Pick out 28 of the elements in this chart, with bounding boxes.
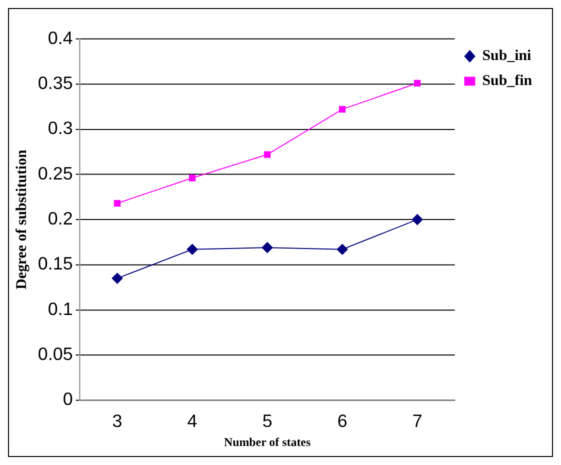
x-tick-label: 3 [112,410,122,431]
y-tick-label: 0.25 [38,163,73,184]
point [336,244,348,255]
x-tick-label: 4 [187,410,198,431]
point [114,200,121,207]
point [262,242,273,254]
y-tick-label: 0.3 [48,118,73,138]
y-tick-label: 0.15 [38,254,73,274]
x-tick-label: 7 [412,410,422,431]
y-tick-label: 0.2 [48,208,73,229]
point [338,106,346,113]
point [188,174,196,182]
point [264,151,271,158]
y-tick-label: 0.05 [38,344,73,364]
y-tick-label: 0 [62,389,73,410]
legend-label: Sub_ini [482,48,532,64]
point [412,214,423,226]
legend-label: Sub_fin [482,73,533,90]
point [414,80,421,86]
x-tick-label: 6 [337,410,348,431]
point [112,272,123,284]
y-tick-label: 0.35 [38,72,73,93]
point [186,244,198,255]
x-tick-label: 5 [262,410,272,431]
y-tick-label: 0.4 [48,28,73,48]
y-axis-title: Degree of substitution [14,148,30,290]
x-axis-title: Number of states [224,434,311,449]
y-tick-label: 0.1 [48,298,73,319]
